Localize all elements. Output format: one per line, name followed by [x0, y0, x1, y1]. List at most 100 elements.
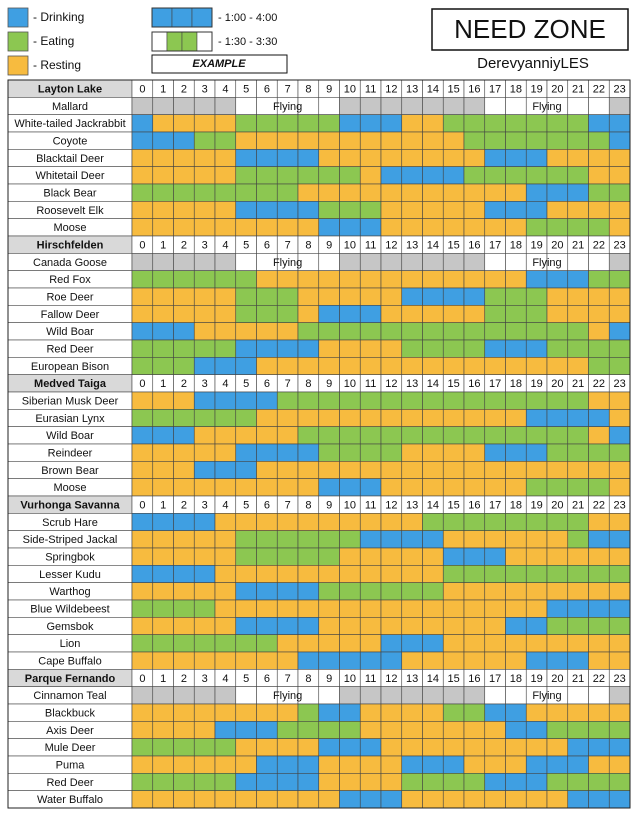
hour-cell	[422, 218, 444, 237]
hour-cell	[401, 253, 423, 271]
hour-cell	[276, 357, 299, 375]
hour-cell	[235, 409, 257, 427]
hour-cell	[463, 97, 486, 115]
hour-cell	[463, 565, 486, 583]
hour-label: 10	[344, 673, 356, 685]
hour-cell	[442, 617, 465, 635]
hour-cell	[359, 339, 382, 358]
hour-label: 16	[468, 378, 480, 390]
animal-name: Red Fox	[49, 274, 91, 286]
hour-cell	[442, 166, 465, 185]
hour-cell	[608, 738, 631, 757]
hour-label: 18	[510, 378, 522, 390]
hour-cell	[359, 218, 382, 237]
hour-cell	[297, 270, 320, 289]
hour-cell	[546, 357, 569, 375]
hour-cell	[525, 773, 548, 791]
hour-cell	[318, 530, 340, 549]
hour-cell	[401, 634, 423, 653]
hour-cell	[380, 478, 403, 497]
hour-cell	[339, 703, 361, 722]
hour-cell	[588, 287, 610, 306]
hour-cell	[525, 166, 548, 185]
hour-cell	[401, 149, 423, 167]
hour-cell	[359, 131, 382, 150]
hour-cell	[131, 478, 154, 497]
hour-cell	[525, 183, 548, 202]
hour-cell	[422, 461, 444, 479]
hour-cell	[318, 443, 340, 462]
hour-cell	[152, 565, 174, 583]
hour-cell	[608, 530, 631, 549]
hour-label: 8	[305, 240, 311, 252]
hour-cell	[422, 149, 444, 167]
hour-cell	[588, 461, 610, 479]
hour-cell	[173, 651, 195, 670]
hour-cell	[588, 218, 610, 237]
hour-cell	[484, 218, 506, 237]
animal-name: Mule Deer	[45, 742, 96, 754]
hour-cell	[339, 686, 361, 705]
hour-cell	[380, 409, 403, 427]
hour-cell	[401, 131, 423, 150]
hour-cell	[484, 599, 506, 618]
hour-cell	[484, 773, 506, 791]
hour-label: 19	[531, 84, 543, 96]
hour-cell	[297, 426, 320, 445]
hour-cell	[588, 270, 610, 289]
hour-cell	[131, 166, 154, 185]
hour-cell	[567, 131, 589, 150]
hour-cell	[193, 721, 216, 739]
hour-cell	[608, 287, 631, 306]
hour-cell	[442, 773, 465, 791]
hour-cell	[152, 339, 174, 358]
hour-cell	[442, 218, 465, 237]
hour-cell	[484, 253, 506, 271]
hour-cell	[546, 634, 569, 653]
hour-cell	[235, 721, 257, 739]
hour-cell	[256, 755, 278, 774]
hour-cell	[463, 201, 486, 219]
hour-label: 20	[551, 84, 563, 96]
hour-cell	[297, 305, 320, 323]
hour-cell	[276, 149, 299, 167]
hour-cell	[276, 773, 299, 791]
hour-cell	[525, 617, 548, 635]
hour-label: 21	[572, 240, 584, 252]
hour-cell	[442, 478, 465, 497]
hour-cell	[505, 582, 527, 601]
hour-cell	[214, 478, 237, 497]
hour-cell	[567, 721, 589, 739]
hour-cell	[546, 651, 569, 670]
hour-cell	[173, 166, 195, 185]
hour-cell	[256, 461, 278, 479]
hour-cell	[401, 565, 423, 583]
hour-cell	[525, 478, 548, 497]
hour-label: 11	[365, 673, 376, 685]
hour-cell	[152, 651, 174, 670]
hour-cell	[608, 582, 631, 601]
hour-cell	[588, 478, 610, 497]
hour-cell	[380, 686, 403, 705]
hour-cell	[608, 565, 631, 583]
hour-cell	[173, 738, 195, 757]
hour-cell	[608, 149, 631, 167]
hour-cell	[214, 270, 237, 289]
hour-cell	[546, 287, 569, 306]
hour-cell	[235, 651, 257, 670]
hour-cell	[297, 183, 320, 202]
hour-cell	[608, 703, 631, 722]
hour-cell	[401, 305, 423, 323]
hour-cell	[380, 461, 403, 479]
hour-cell	[131, 218, 154, 237]
hour-cell	[131, 270, 154, 289]
hour-cell	[235, 322, 257, 341]
hour-cell	[235, 305, 257, 323]
hour-cell	[318, 565, 340, 583]
hour-cell	[588, 790, 610, 809]
hour-cell	[567, 773, 589, 791]
hour-cell	[193, 651, 216, 670]
hour-cell	[297, 131, 320, 150]
hour-cell	[463, 287, 486, 306]
hour-cell	[359, 738, 382, 757]
